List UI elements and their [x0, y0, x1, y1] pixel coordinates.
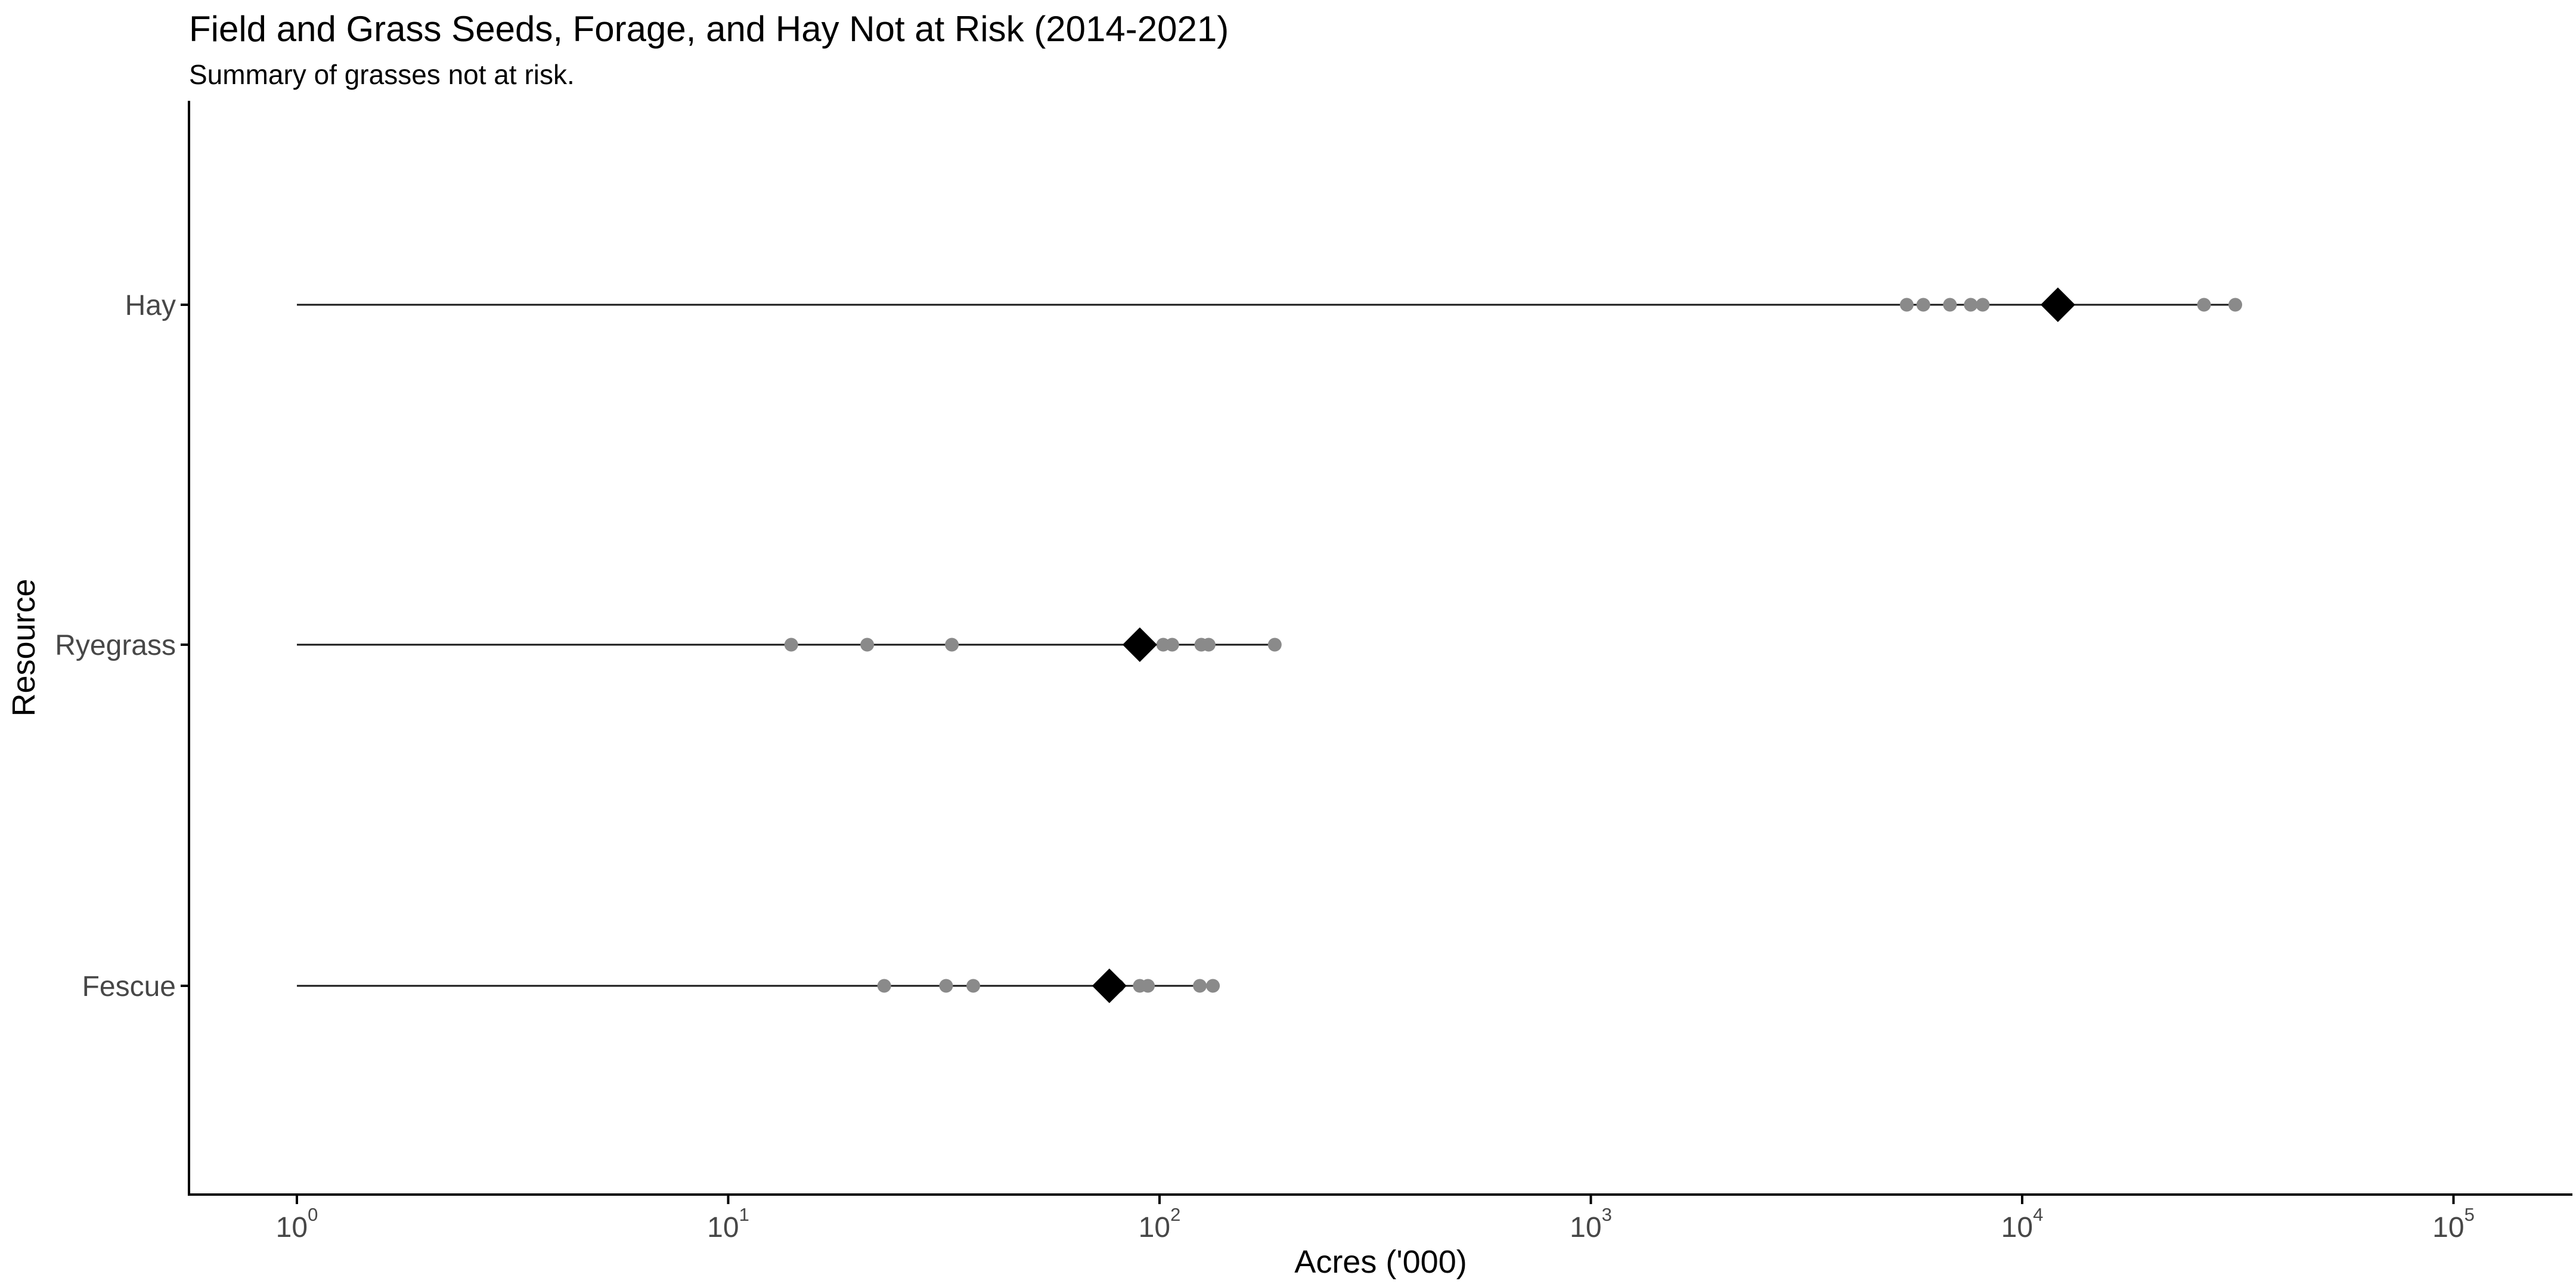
data-point [939, 979, 953, 993]
y-tick-label: Fescue [82, 971, 176, 1003]
mean-diamond [1122, 627, 1157, 662]
data-point [1916, 298, 1930, 312]
x-tick-label: 103 [1570, 1204, 1612, 1243]
x-tick-label: 104 [2001, 1204, 2044, 1243]
x-axis-title: Acres ('000) [1294, 1244, 1467, 1280]
data-point [1976, 298, 1990, 312]
mean-diamond [2040, 287, 2075, 322]
y-axis-title: Resource [6, 578, 42, 717]
data-point [877, 979, 891, 993]
chart-subtitle: Summary of grasses not at risk. [189, 59, 575, 90]
x-tick-label: 100 [276, 1204, 318, 1243]
data-point [784, 638, 798, 652]
x-tick-label: 105 [2432, 1204, 2475, 1243]
data-point [1141, 979, 1155, 993]
data-point [1964, 298, 1978, 312]
data-point [1201, 638, 1216, 652]
y-tick-label: Hay [125, 290, 176, 321]
y-tick-label: Ryegrass [55, 630, 176, 661]
data-point [1165, 638, 1179, 652]
data-point [2197, 298, 2211, 312]
data-point [966, 979, 981, 993]
data-point [1206, 979, 1220, 993]
data-point [1193, 979, 1207, 993]
data-point [1899, 298, 1914, 312]
data-point [2228, 298, 2243, 312]
chart-title: Field and Grass Seeds, Forage, and Hay N… [189, 9, 1229, 49]
x-tick-label: 101 [707, 1204, 749, 1243]
data-point [1943, 298, 1957, 312]
data-point [860, 638, 875, 652]
x-tick-label: 102 [1139, 1204, 1181, 1243]
data-point [945, 638, 959, 652]
data-point [1267, 638, 1282, 652]
mean-diamond [1092, 969, 1127, 1003]
